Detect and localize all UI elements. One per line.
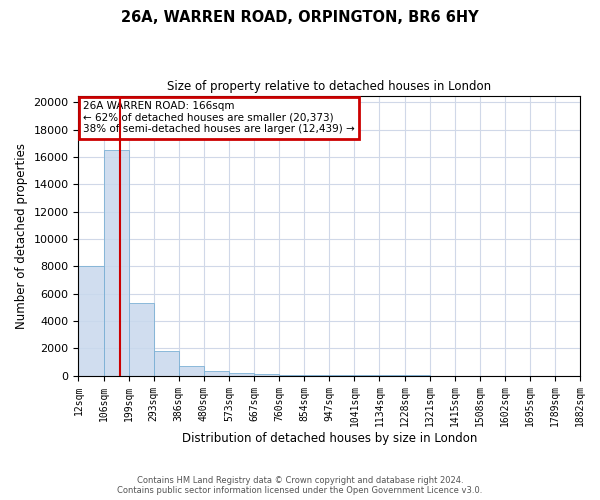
Bar — [204, 370, 229, 376]
Bar — [154, 351, 179, 376]
Title: Size of property relative to detached houses in London: Size of property relative to detached ho… — [167, 80, 491, 93]
Bar — [279, 374, 304, 376]
Y-axis label: Number of detached properties: Number of detached properties — [15, 142, 28, 328]
Bar — [304, 375, 329, 376]
Bar — [229, 373, 254, 376]
Bar — [179, 366, 204, 376]
Bar — [79, 266, 104, 376]
Bar — [104, 150, 128, 376]
X-axis label: Distribution of detached houses by size in London: Distribution of detached houses by size … — [182, 432, 477, 445]
Text: 26A, WARREN ROAD, ORPINGTON, BR6 6HY: 26A, WARREN ROAD, ORPINGTON, BR6 6HY — [121, 10, 479, 25]
Text: 26A WARREN ROAD: 166sqm
← 62% of detached houses are smaller (20,373)
38% of sem: 26A WARREN ROAD: 166sqm ← 62% of detache… — [83, 101, 355, 134]
Bar — [128, 303, 154, 376]
Text: Contains HM Land Registry data © Crown copyright and database right 2024.
Contai: Contains HM Land Registry data © Crown c… — [118, 476, 482, 495]
Bar — [254, 374, 279, 376]
